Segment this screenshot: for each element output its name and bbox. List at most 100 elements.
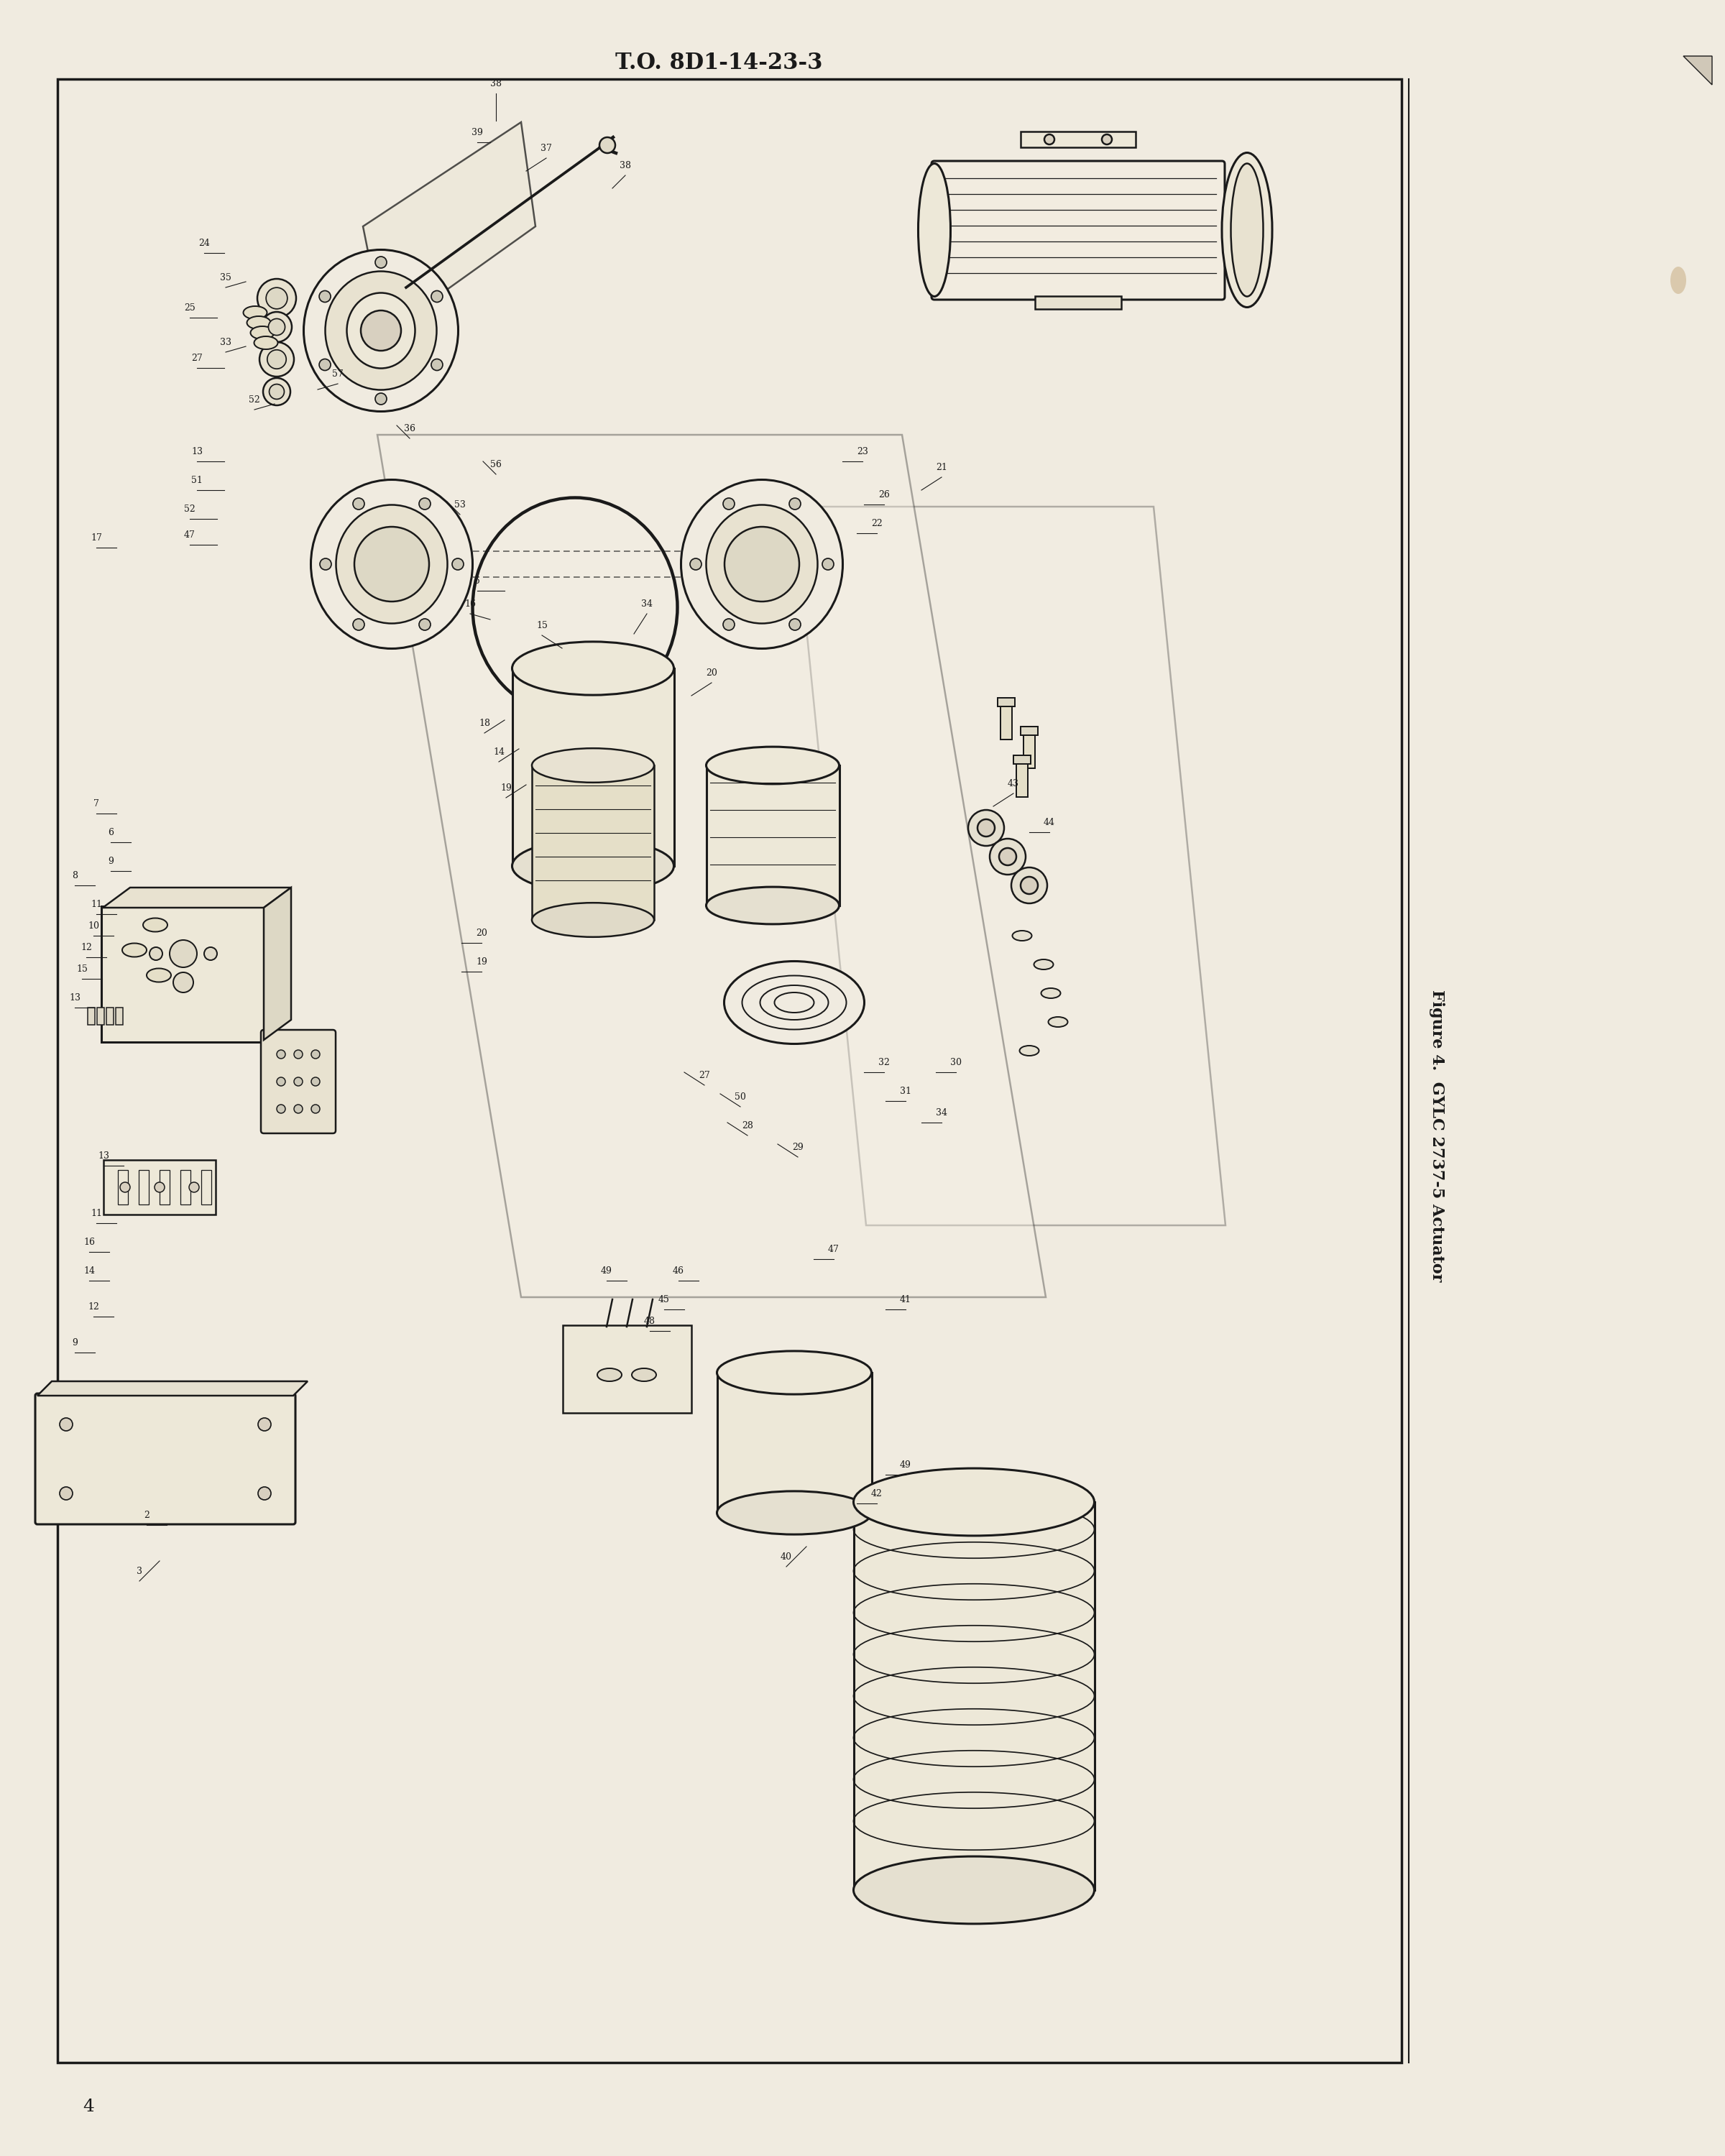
Circle shape <box>121 1181 129 1192</box>
Text: 12: 12 <box>81 942 91 953</box>
Ellipse shape <box>1033 959 1054 970</box>
Ellipse shape <box>243 306 267 319</box>
Ellipse shape <box>512 642 674 694</box>
Text: 7: 7 <box>93 800 98 808</box>
Circle shape <box>276 1050 285 1059</box>
Ellipse shape <box>531 903 654 938</box>
Ellipse shape <box>1019 1046 1038 1056</box>
Circle shape <box>259 1419 271 1432</box>
Text: 28: 28 <box>742 1121 754 1130</box>
Text: 16: 16 <box>464 599 476 608</box>
Text: 23: 23 <box>857 446 868 457</box>
Bar <box>854 1503 1095 1891</box>
FancyBboxPatch shape <box>102 906 266 1041</box>
Ellipse shape <box>706 505 818 623</box>
Circle shape <box>319 291 331 302</box>
Bar <box>512 668 674 867</box>
Ellipse shape <box>1049 1018 1068 1026</box>
Ellipse shape <box>310 481 473 649</box>
Text: 8: 8 <box>72 871 78 880</box>
FancyBboxPatch shape <box>932 162 1225 300</box>
Bar <box>1000 705 1013 740</box>
Text: 47: 47 <box>185 530 195 539</box>
Text: 25: 25 <box>185 304 195 313</box>
Text: 13: 13 <box>69 994 81 1003</box>
Circle shape <box>310 1104 319 1112</box>
Circle shape <box>169 940 197 968</box>
Text: 10: 10 <box>88 921 100 931</box>
Circle shape <box>262 313 292 343</box>
Polygon shape <box>264 888 292 1039</box>
Ellipse shape <box>706 746 838 785</box>
Circle shape <box>376 257 386 267</box>
Text: 20: 20 <box>476 929 486 938</box>
Text: T.O. 8D1-14-23-3: T.O. 8D1-14-23-3 <box>616 52 823 73</box>
Circle shape <box>293 1104 302 1112</box>
Text: 22: 22 <box>871 520 883 528</box>
Text: 14: 14 <box>83 1266 95 1276</box>
Circle shape <box>310 1078 319 1087</box>
Circle shape <box>259 343 293 377</box>
Text: 43: 43 <box>1007 778 1019 789</box>
Ellipse shape <box>718 1492 871 1535</box>
Bar <box>104 1160 216 1214</box>
Circle shape <box>723 498 735 509</box>
Bar <box>1014 755 1032 763</box>
Text: 50: 50 <box>735 1093 745 1102</box>
FancyBboxPatch shape <box>260 1031 336 1134</box>
Bar <box>997 699 1014 707</box>
Circle shape <box>978 819 995 837</box>
Text: 14: 14 <box>493 748 505 757</box>
Text: 18: 18 <box>480 718 490 729</box>
Circle shape <box>259 1488 271 1501</box>
Ellipse shape <box>250 326 274 338</box>
Circle shape <box>319 358 331 371</box>
Polygon shape <box>362 123 535 334</box>
Text: Figure 4.  GYLC 2737-5 Actuator: Figure 4. GYLC 2737-5 Actuator <box>1428 990 1446 1281</box>
Text: 48: 48 <box>643 1317 656 1326</box>
Polygon shape <box>378 436 1045 1298</box>
Ellipse shape <box>119 893 143 906</box>
Text: 3: 3 <box>136 1567 141 1576</box>
Text: 17: 17 <box>91 533 102 543</box>
Ellipse shape <box>531 748 654 783</box>
Circle shape <box>354 498 364 509</box>
Bar <box>1016 763 1028 798</box>
Text: 11: 11 <box>91 1210 102 1218</box>
Ellipse shape <box>304 250 459 412</box>
Circle shape <box>419 498 431 509</box>
Bar <box>1021 132 1135 147</box>
Text: 30: 30 <box>950 1059 963 1067</box>
Circle shape <box>267 349 286 369</box>
Bar <box>138 1171 148 1205</box>
FancyBboxPatch shape <box>34 1393 295 1524</box>
Text: 12: 12 <box>88 1302 98 1311</box>
Circle shape <box>361 310 400 351</box>
Text: 41: 41 <box>900 1296 911 1304</box>
Circle shape <box>293 1078 302 1087</box>
Ellipse shape <box>724 962 864 1044</box>
Ellipse shape <box>1221 153 1273 308</box>
Text: 13: 13 <box>98 1151 109 1160</box>
Text: 16: 16 <box>83 1238 95 1246</box>
Circle shape <box>190 1181 198 1192</box>
Bar <box>1021 727 1038 735</box>
Circle shape <box>354 619 364 630</box>
Polygon shape <box>38 1382 307 1395</box>
Circle shape <box>155 1181 164 1192</box>
Circle shape <box>1102 134 1113 144</box>
Text: 42: 42 <box>871 1490 883 1498</box>
Text: 40: 40 <box>780 1552 792 1561</box>
Circle shape <box>262 377 290 405</box>
Ellipse shape <box>122 944 147 957</box>
Ellipse shape <box>347 293 416 369</box>
Circle shape <box>310 1050 319 1059</box>
Circle shape <box>150 946 162 959</box>
Ellipse shape <box>1042 987 1061 998</box>
Text: 56: 56 <box>490 459 502 470</box>
Bar <box>160 1171 169 1205</box>
Text: 45: 45 <box>659 1296 669 1304</box>
Ellipse shape <box>718 1352 871 1395</box>
Text: 38: 38 <box>619 162 631 170</box>
Circle shape <box>204 946 217 959</box>
